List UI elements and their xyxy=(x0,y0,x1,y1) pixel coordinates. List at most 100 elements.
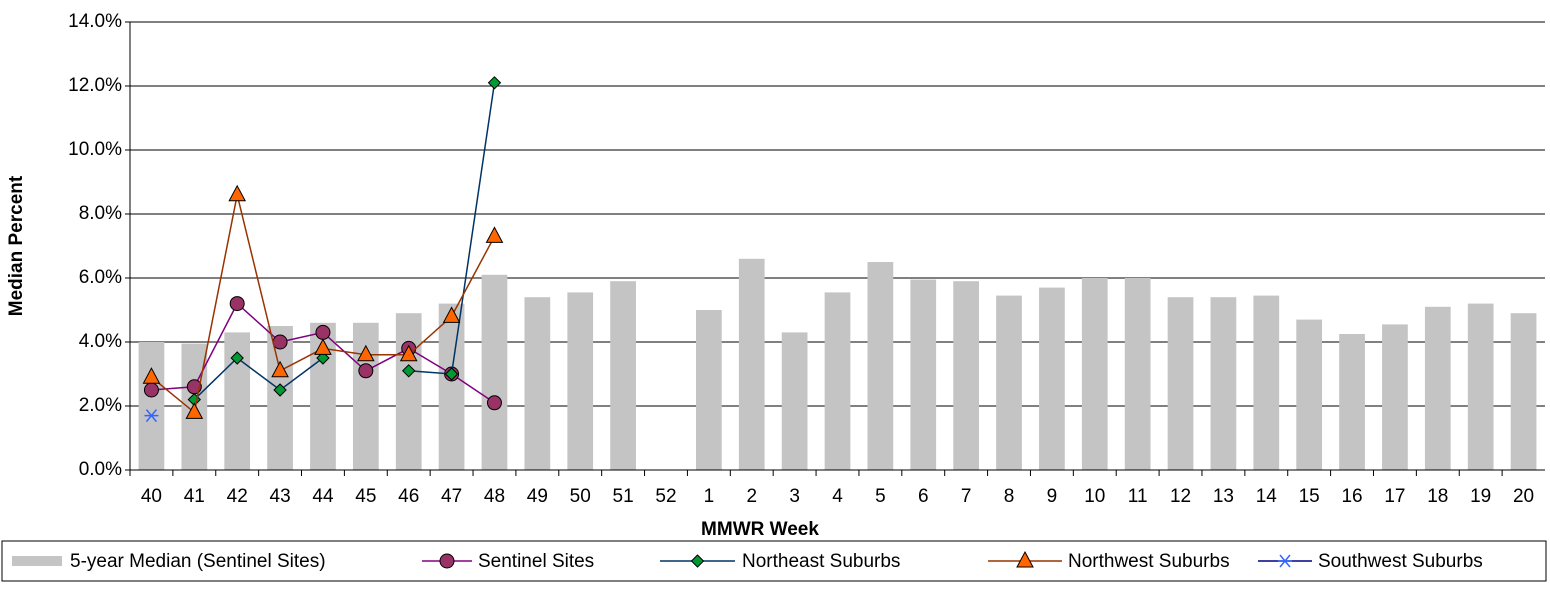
x-tick-label: 15 xyxy=(1299,486,1320,507)
legend-marker xyxy=(1016,550,1034,568)
bar xyxy=(1253,295,1280,470)
bar xyxy=(1467,303,1494,470)
x-tick-label: 7 xyxy=(961,486,972,507)
legend-box xyxy=(1,540,1547,582)
x-tick-label: 11 xyxy=(1128,486,1148,507)
bar xyxy=(567,292,594,470)
bar xyxy=(1167,297,1194,470)
legend-swatch xyxy=(12,556,62,566)
x-tick-label: 40 xyxy=(141,486,162,507)
point xyxy=(142,367,161,384)
y-tick-label: 0.0% xyxy=(79,459,122,480)
point xyxy=(487,76,502,90)
x-tick-label: 52 xyxy=(655,486,676,507)
bar xyxy=(610,281,636,470)
bar xyxy=(138,342,165,470)
point xyxy=(442,306,461,323)
point xyxy=(143,382,159,398)
bar xyxy=(1124,278,1151,470)
legend-label: Northwest Suburbs xyxy=(1068,551,1230,572)
point xyxy=(314,338,332,355)
point xyxy=(444,367,459,381)
bar xyxy=(1382,324,1408,470)
point xyxy=(399,344,418,362)
x-tick-label: 8 xyxy=(1004,486,1015,507)
legend-marker xyxy=(690,554,705,568)
x-tick-label: 10 xyxy=(1084,486,1105,507)
bar xyxy=(738,258,765,470)
y-tick-label: 12.0% xyxy=(68,75,122,96)
point xyxy=(273,383,287,397)
legend-marker xyxy=(439,553,455,569)
bar xyxy=(481,274,508,470)
x-tick-label: 18 xyxy=(1427,486,1448,507)
point xyxy=(358,363,374,379)
point xyxy=(230,351,244,365)
point xyxy=(229,296,245,312)
x-tick-label: 1 xyxy=(704,486,715,507)
bar xyxy=(1424,306,1451,470)
x-tick-label: 5 xyxy=(875,486,886,507)
y-tick-label: 2.0% xyxy=(79,395,122,416)
x-tick-label: 3 xyxy=(789,486,800,507)
y-tick-label: 10.0% xyxy=(68,139,122,160)
x-tick-label: 9 xyxy=(1047,486,1058,507)
bar xyxy=(1210,297,1237,470)
x-tick-label: 46 xyxy=(398,486,419,507)
x-axis-label: MMWR Week xyxy=(701,519,819,540)
x-tick-label: 42 xyxy=(227,486,248,507)
x-tick-label: 41 xyxy=(184,486,205,507)
x-tick-label: 19 xyxy=(1470,486,1491,507)
bar xyxy=(1510,313,1537,470)
y-tick-label: 6.0% xyxy=(79,267,122,288)
bar xyxy=(824,292,851,470)
bar xyxy=(438,303,465,470)
point xyxy=(485,226,504,243)
bar xyxy=(267,326,293,470)
point xyxy=(272,334,288,350)
x-tick-label: 14 xyxy=(1256,486,1278,507)
bar xyxy=(524,297,551,470)
bar xyxy=(1039,287,1065,470)
bar xyxy=(1339,334,1365,470)
bar xyxy=(781,332,808,470)
bar xyxy=(953,281,979,470)
x-tick-label: 47 xyxy=(441,486,462,507)
point xyxy=(357,344,375,362)
bar xyxy=(1081,278,1108,470)
x-tick-label: 43 xyxy=(270,486,291,507)
bar xyxy=(910,279,937,470)
x-tick-label: 12 xyxy=(1170,486,1191,507)
x-tick-label: 17 xyxy=(1384,486,1405,507)
x-tick-label: 48 xyxy=(484,486,505,507)
point xyxy=(185,402,204,419)
legend-label: Northeast Suburbs xyxy=(742,551,900,572)
x-tick-label: 50 xyxy=(570,486,591,507)
x-tick-label: 13 xyxy=(1213,486,1234,507)
point xyxy=(228,184,247,202)
legend-label: 5-year Median (Sentinel Sites) xyxy=(70,551,326,572)
x-tick-label: 45 xyxy=(355,486,376,507)
y-tick-label: 4.0% xyxy=(79,331,122,352)
x-tick-label: 2 xyxy=(746,486,757,507)
x-tick-label: 51 xyxy=(613,486,634,507)
bar xyxy=(867,262,894,470)
point xyxy=(402,364,416,378)
x-tick-label: 16 xyxy=(1341,486,1362,507)
x-tick-label: 44 xyxy=(312,486,334,507)
bar xyxy=(696,310,722,470)
x-tick-label: 4 xyxy=(832,486,843,507)
legend-label: Sentinel Sites xyxy=(478,551,594,572)
legend-marker xyxy=(1278,554,1292,568)
point xyxy=(315,324,331,340)
bar xyxy=(395,313,422,470)
point xyxy=(271,360,289,378)
bar xyxy=(996,295,1022,470)
x-tick-label: 49 xyxy=(527,486,548,507)
point xyxy=(144,409,159,423)
legend-label: Southwest Suburbs xyxy=(1318,551,1483,572)
bar xyxy=(1296,319,1323,470)
point xyxy=(316,351,330,365)
y-axis-label: Median Percent xyxy=(6,175,27,316)
